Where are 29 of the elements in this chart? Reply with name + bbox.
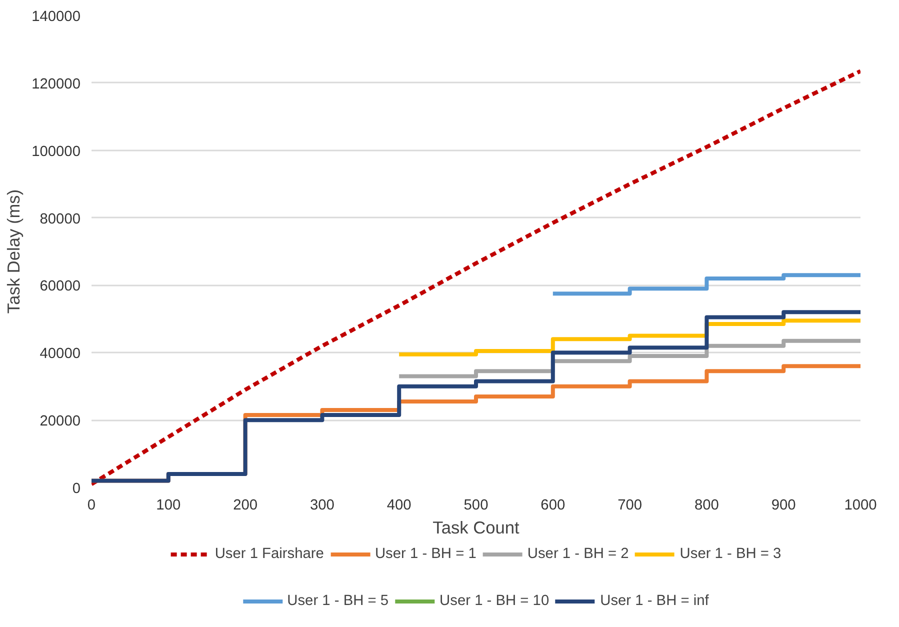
legend-label: User 1 - BH = 10 (440, 593, 550, 609)
y-tick-label: 60000 (40, 278, 81, 295)
x-tick-label: 0 (87, 498, 96, 514)
x-tick-label: 500 (464, 498, 488, 514)
x-tick-label: 900 (771, 498, 796, 514)
x-tick-label: 200 (233, 498, 258, 514)
legend-label: User 1 - BH = inf (600, 593, 709, 609)
y-tick-label: 120000 (32, 76, 81, 92)
x-tick-label: 600 (540, 498, 566, 514)
x-tick-label: 400 (386, 498, 412, 514)
x-tick-label: 300 (310, 498, 334, 514)
x-tick-label: 1000 (844, 498, 877, 514)
x-tick-label: 100 (156, 498, 181, 514)
y-tick-label: 20000 (40, 414, 81, 430)
legend-label: User 1 - BH = 1 (374, 546, 476, 562)
y-tick-label: 100000 (32, 144, 81, 160)
x-tick-label: 800 (694, 498, 719, 514)
x-axis-title: Task Count (432, 518, 520, 538)
legend-label: User 1 Fairshare (214, 546, 324, 562)
legend-label: User 1 - BH = 5 (287, 593, 389, 609)
y-tick-label: 80000 (40, 211, 81, 228)
y-tick-label: 40000 (40, 346, 81, 362)
y-tick-label: 140000 (32, 9, 81, 25)
y-axis-title: Task Delay (ms) (4, 189, 24, 314)
legend-label: User 1 - BH = 2 (527, 546, 629, 562)
legend-label: User 1 - BH = 3 (680, 546, 782, 562)
x-tick-label: 700 (618, 498, 642, 514)
line-series (92, 69, 860, 486)
y-tick-label: 0 (72, 481, 81, 497)
